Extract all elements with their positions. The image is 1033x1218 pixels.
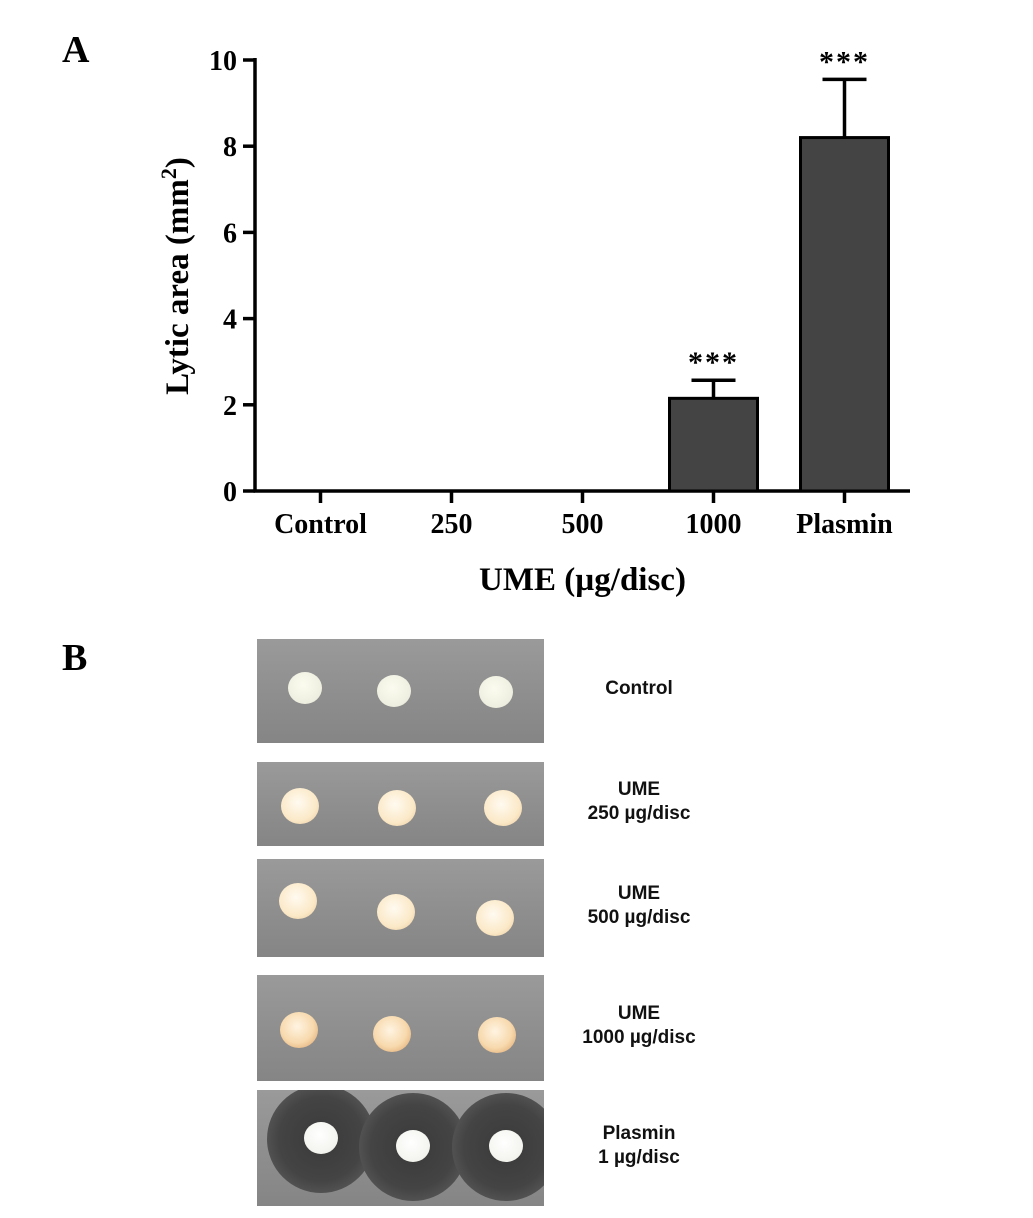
x-tick-label: 500	[562, 509, 604, 540]
y-tick-label: 2	[223, 391, 237, 422]
plate-label-line: UME	[617, 779, 661, 800]
x-tick-label: Plasmin	[796, 509, 893, 540]
significance-label: ***	[819, 45, 870, 78]
paper-disc	[484, 790, 522, 826]
significance-label: ***	[688, 346, 739, 379]
paper-disc	[396, 1130, 430, 1162]
y-axis-title: Lytic area (mm2)	[156, 157, 196, 395]
paper-disc	[373, 1016, 411, 1052]
plate-label-line: 500 µg/disc	[587, 907, 691, 928]
x-tick-label: 1000	[686, 509, 742, 540]
y-tick-label: 8	[223, 132, 237, 163]
plate-photo	[257, 639, 544, 743]
bar-chart: 0 2 4 6 8 10 Control 250 500 1000 *** Plasmin *** UME…	[156, 45, 910, 598]
paper-disc	[377, 894, 415, 930]
x-tick-label: Control	[274, 509, 367, 540]
plate-photo	[257, 975, 544, 1081]
paper-disc	[476, 900, 514, 936]
plate-label: Control	[544, 677, 734, 701]
plate-label: Plasmin 1 µg/disc	[544, 1122, 734, 1170]
y-tick-label: 10	[209, 46, 237, 77]
plate-label-line: 250 µg/disc	[587, 803, 691, 824]
y-tick-label: 4	[223, 305, 237, 336]
paper-disc	[478, 1017, 516, 1053]
x-axis-title: UME (µg/disc)	[479, 562, 686, 598]
plate-label-line: Control	[605, 678, 673, 699]
paper-disc	[281, 788, 319, 824]
paper-disc	[377, 675, 411, 707]
paper-disc	[280, 1012, 318, 1048]
paper-disc	[489, 1130, 523, 1162]
panel-b-letter: B	[62, 637, 88, 679]
x-tick-label: 250	[431, 509, 473, 540]
plate-label: UME 250 µg/disc	[544, 778, 734, 826]
y-tick-label: 0	[223, 477, 237, 508]
plate-label-line: UME	[617, 883, 661, 904]
plate-label: UME 500 µg/disc	[544, 882, 734, 930]
bar	[668, 396, 759, 493]
plate-photo	[257, 762, 544, 846]
plate-label: UME 1000 µg/disc	[544, 1002, 734, 1050]
bar	[799, 136, 890, 493]
plate-label-line: Plasmin	[602, 1123, 676, 1144]
paper-disc	[288, 672, 322, 704]
paper-disc	[279, 883, 317, 919]
paper-disc	[378, 790, 416, 826]
y-tick-label: 6	[223, 218, 237, 249]
paper-disc	[479, 676, 513, 708]
plate-label-line: 1000 µg/disc	[582, 1027, 696, 1048]
plate-label-line: UME	[617, 1003, 661, 1024]
plate-photo	[257, 859, 544, 957]
plate-label-line: 1 µg/disc	[598, 1147, 680, 1168]
paper-disc	[304, 1122, 338, 1154]
plate-photo	[257, 1090, 544, 1206]
panel-a-letter: A	[62, 29, 90, 71]
